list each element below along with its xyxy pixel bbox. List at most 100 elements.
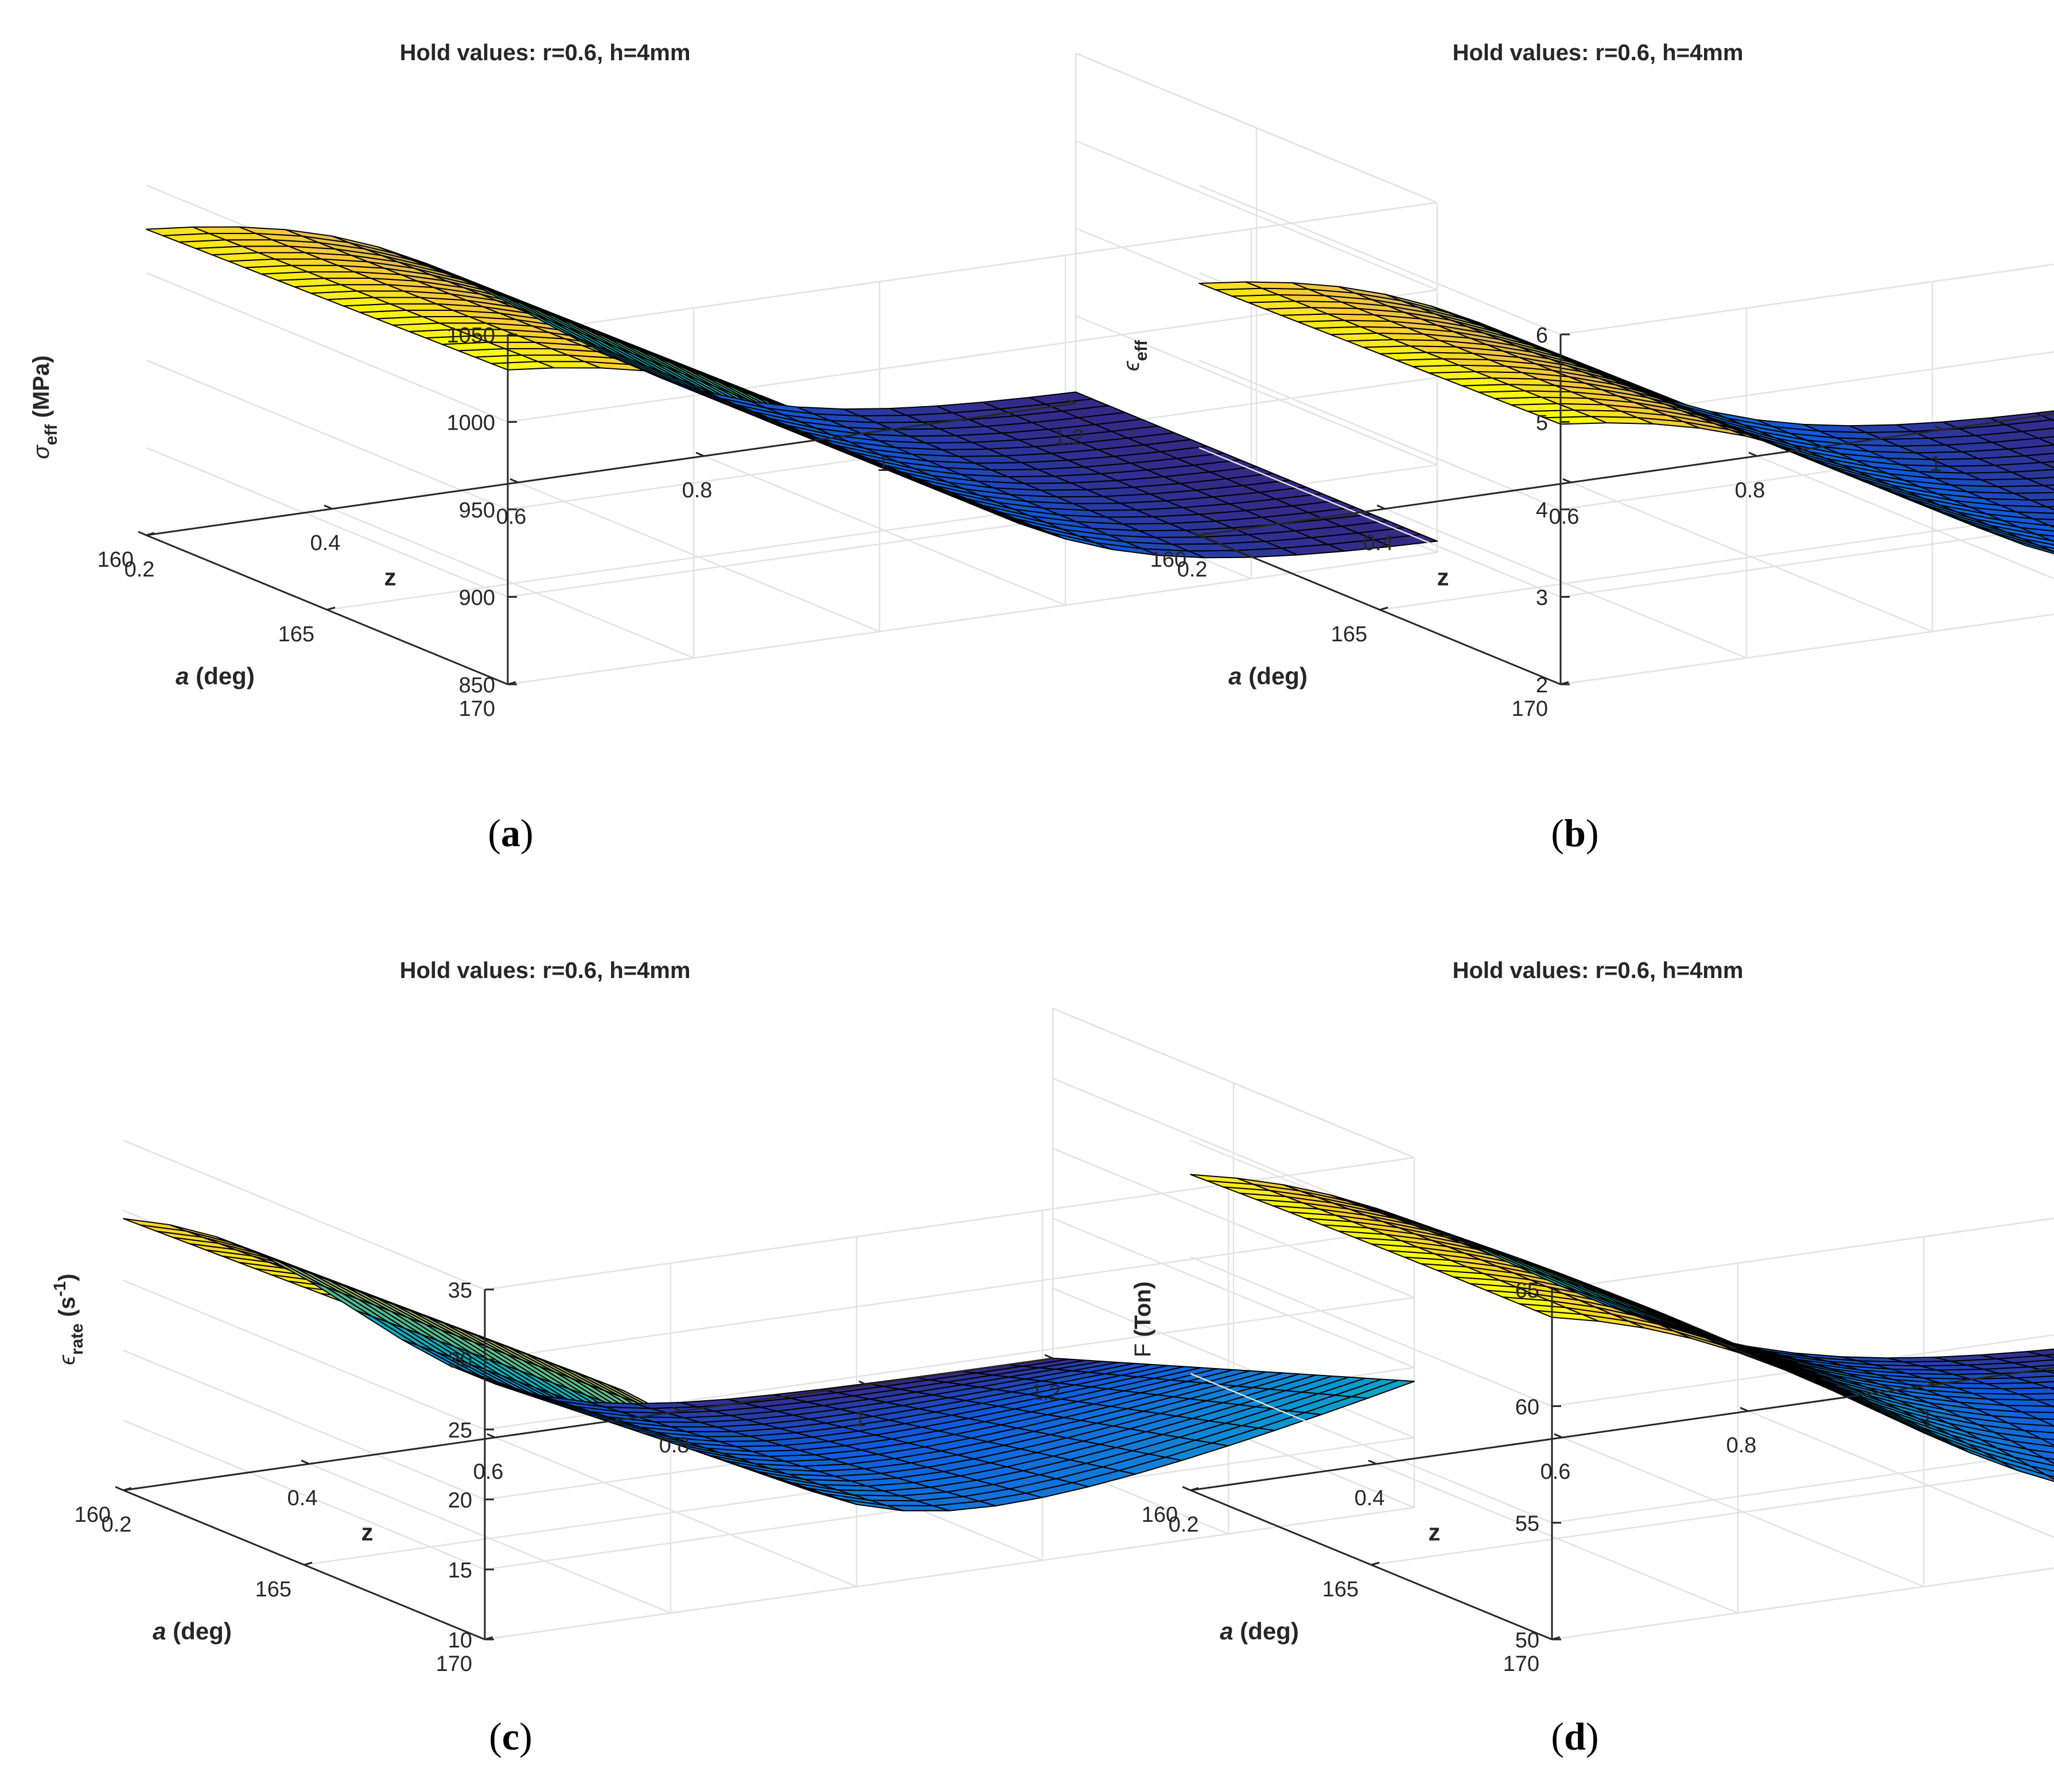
grid-line	[1551, 1217, 2054, 1291]
panel-caption: (a)	[488, 811, 533, 855]
grid-line	[146, 447, 508, 598]
grid-line	[123, 1349, 485, 1501]
x-tick-mark	[1740, 1407, 1749, 1412]
x-tick-label: 1	[1929, 452, 1942, 476]
grid-line	[123, 1139, 485, 1291]
chart-panel-b: 0.20.40.60.811.216016517023456Hold value…	[1119, 40, 2054, 855]
a-tick-mark	[123, 1487, 132, 1491]
grid-line	[146, 359, 508, 511]
a-tick-label: 160	[1142, 1503, 1178, 1527]
x-tick-label: 0.2	[125, 558, 155, 582]
z-tick-label: 35	[448, 1279, 472, 1303]
z-axis-unit: (MPa)	[29, 356, 54, 424]
a-axis-label: a (deg)	[153, 1618, 232, 1645]
grid-line	[1551, 1567, 2054, 1641]
grid-line	[1190, 1256, 1553, 1407]
z-tick-label: 30	[448, 1349, 472, 1373]
x-tick-label: 1.2	[1031, 1381, 1061, 1405]
grid-line	[1560, 263, 2054, 336]
grid-line	[1379, 513, 2054, 611]
caption-close: )	[1586, 811, 1599, 855]
grid-line	[1551, 1217, 2054, 1291]
a-axis-unit: (deg)	[1234, 1618, 1299, 1645]
a-tick-label: 165	[278, 622, 314, 646]
a-axis-symbol: a	[1220, 1618, 1233, 1645]
z-tick-label: 10	[448, 1629, 472, 1653]
z-tick-label: 50	[1515, 1629, 1539, 1653]
grid-lines	[123, 1007, 1415, 1641]
x-tick-label: 0.8	[1735, 478, 1765, 502]
surface-patch	[2021, 1411, 2054, 1420]
surface-patch	[2019, 527, 2054, 537]
surface-mesh	[123, 1218, 1415, 1511]
x-tick-label: 0.8	[659, 1433, 690, 1458]
chart-panel-d: 0.20.40.60.811.216016517050556065Hold va…	[1130, 958, 2054, 1758]
surface-patch	[2013, 492, 2054, 501]
grid-line	[123, 1419, 485, 1571]
z-axis-symbol: ϵ	[1119, 360, 1144, 371]
caption-letter: b	[1564, 811, 1586, 855]
chart-title: Hold values: r=0.6, h=4mm	[400, 958, 691, 983]
a-axis-symbol: a	[1228, 663, 1242, 689]
x-tick-mark	[1748, 451, 1757, 457]
surface-patch	[2022, 538, 2054, 549]
surface-patch	[2010, 1440, 2054, 1454]
surface-patch	[2037, 1418, 2054, 1427]
z-tick-label: 6	[1536, 324, 1548, 348]
a-axis-label: a (deg)	[1220, 1618, 1299, 1645]
grid-line	[1371, 1467, 2054, 1566]
z-tick-label: 950	[459, 498, 495, 523]
surface-patch	[2013, 1359, 2054, 1368]
a-tick-mark	[146, 532, 155, 536]
grid-line	[507, 201, 1438, 336]
a-tick-label: 170	[459, 697, 495, 721]
x-tick-label: 1	[877, 452, 889, 476]
x-tick-label: 1	[854, 1407, 866, 1431]
chart-title: Hold values: r=0.6, h=4mm	[1453, 40, 1744, 65]
a-tick-mark	[1190, 1487, 1199, 1491]
a-axis-symbol: a	[176, 663, 189, 689]
a-tick-mark	[304, 1561, 313, 1566]
grid-line	[146, 272, 508, 423]
caption-open: (	[489, 1715, 502, 1758]
x-tick-label: 0.6	[473, 1460, 504, 1484]
caption-open: (	[1551, 811, 1564, 855]
caption-close: )	[520, 811, 534, 855]
x-tick-label: 1.2	[1054, 426, 1084, 450]
x-tick-mark	[1934, 425, 1943, 431]
x-tick-label: 0.8	[682, 478, 713, 502]
z-tick-label: 850	[459, 673, 495, 698]
x-tick-mark	[695, 451, 705, 457]
grid-line	[1190, 1373, 1553, 1524]
surface-patch	[2026, 1448, 2054, 1460]
x-tick-label: 0.6	[1549, 505, 1580, 529]
a-tick-label: 165	[1322, 1577, 1359, 1602]
z-tick-label: 15	[448, 1559, 472, 1583]
a-axis-unit: (deg)	[166, 1618, 232, 1645]
surface-patch	[2013, 1456, 2054, 1472]
z-axis-label: σeff (MPa)	[29, 356, 61, 459]
a-axis-label: a (deg)	[176, 663, 255, 689]
panel-caption: (b)	[1551, 811, 1598, 855]
x-tick-mark	[487, 1433, 496, 1439]
surface-patch	[2008, 444, 2054, 457]
surface-patch	[2018, 1393, 2054, 1401]
x-axis-label: z	[361, 1519, 374, 1546]
surface-patch	[2027, 477, 2054, 486]
z-axis-symbol: F	[1130, 1343, 1156, 1357]
surface-mesh	[146, 226, 1438, 559]
a-tick-label: 160	[75, 1503, 111, 1527]
z-axis-unit: (s	[55, 1296, 80, 1323]
surface-patch	[2030, 498, 2054, 508]
z-tick-label: 25	[448, 1419, 472, 1443]
grid-line	[484, 1156, 1415, 1291]
z-axis-subscript: eff	[42, 424, 61, 446]
grid-line	[1560, 613, 2054, 685]
x-tick-mark	[301, 1459, 310, 1465]
caption-letter: a	[501, 811, 520, 855]
z-axis-symbol: σ	[29, 444, 54, 459]
x-tick-mark	[672, 1407, 682, 1412]
a-tick-label: 165	[255, 1577, 291, 1602]
